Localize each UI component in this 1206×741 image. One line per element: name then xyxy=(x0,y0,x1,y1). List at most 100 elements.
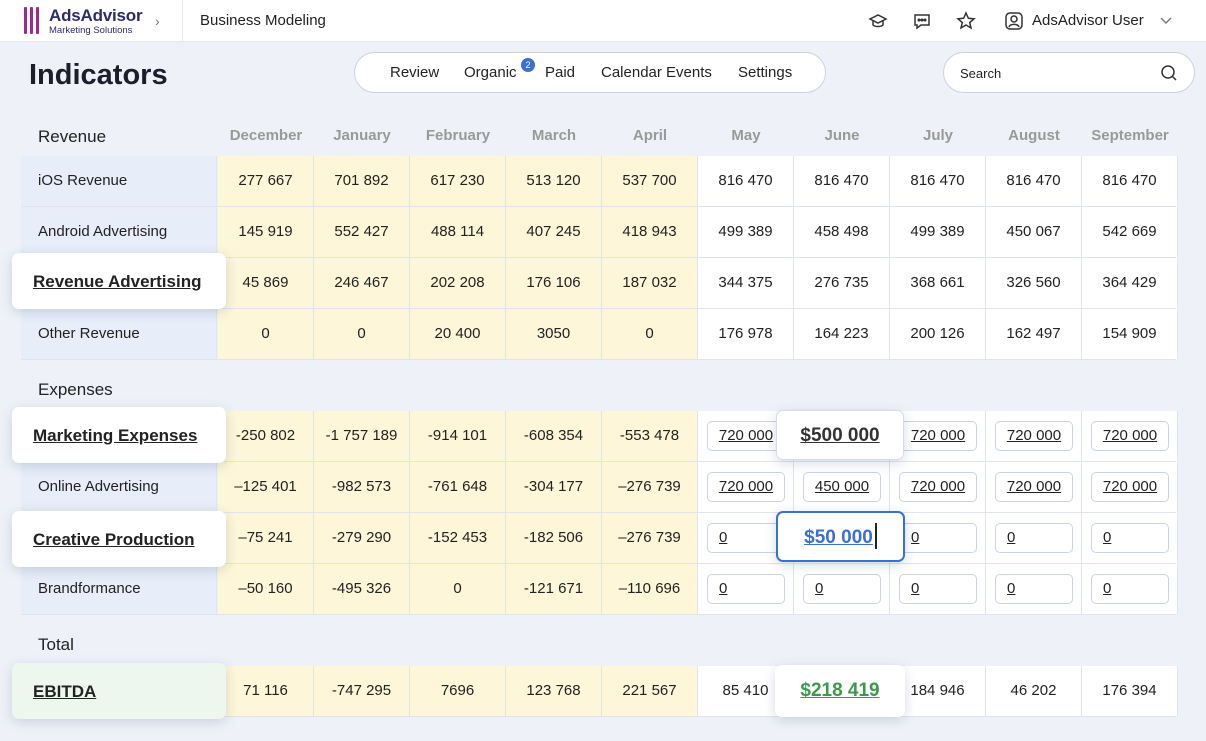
value-input[interactable]: 450 000 xyxy=(803,472,881,502)
value-input[interactable]: 0 xyxy=(899,574,977,604)
value-input[interactable]: 0 xyxy=(899,523,977,553)
cell-value: 0 xyxy=(357,325,366,342)
row-label: Online Advertising xyxy=(38,478,159,495)
cell-value: -747 295 xyxy=(331,682,392,699)
row-label-cell: Other Revenue xyxy=(21,309,217,359)
cell-value: 617 230 xyxy=(430,172,485,189)
chevron-down-icon[interactable] xyxy=(1160,16,1172,26)
cell-value: 816 470 xyxy=(814,172,869,189)
text-cursor xyxy=(874,523,877,549)
table-cell: 46 202 xyxy=(986,666,1082,716)
cell-value: -279 290 xyxy=(331,529,392,546)
tab-organic[interactable]: Organic xyxy=(464,64,517,81)
editing-value-creative-june[interactable]: $50 000 xyxy=(776,511,905,562)
value-input[interactable]: 720 000 xyxy=(1091,472,1169,502)
chat-icon[interactable] xyxy=(912,11,932,31)
column-header: April xyxy=(632,127,668,144)
cell-value: –110 696 xyxy=(618,580,681,597)
row-label: Brandformance xyxy=(38,580,141,597)
search-icon[interactable] xyxy=(1160,64,1178,82)
tab-review[interactable]: Review xyxy=(390,64,440,81)
table-cell: 162 497 xyxy=(986,309,1082,359)
row-label-cell: Android Advertising xyxy=(21,207,217,257)
value-input[interactable]: 720 000 xyxy=(899,472,977,502)
table-cell: -914 101 xyxy=(410,411,506,461)
value-input[interactable]: 720 000 xyxy=(995,421,1073,451)
value-input[interactable]: 720 000 xyxy=(707,472,785,502)
tab-settings[interactable]: Settings xyxy=(738,64,793,81)
search-input[interactable] xyxy=(960,63,1150,83)
value-input[interactable]: 720 000 xyxy=(1091,421,1169,451)
table-cell: 145 919 xyxy=(218,207,314,257)
table-cell: 816 470 xyxy=(698,156,794,206)
column-header: December xyxy=(229,127,303,144)
table-cell: 154 909 xyxy=(1082,309,1178,359)
table-cell: –50 160 xyxy=(218,564,314,614)
table-cell: 364 429 xyxy=(1082,258,1178,308)
cell-value: 162 497 xyxy=(1006,325,1061,342)
cell-value: -608 354 xyxy=(523,427,584,444)
breadcrumb[interactable]: Business Modeling xyxy=(200,12,326,29)
table-row: Online Advertising –125 401 -982 573 -761 6… xyxy=(21,462,1178,513)
value-input[interactable]: 0 xyxy=(995,523,1073,553)
value-input[interactable]: 0 xyxy=(1091,523,1169,553)
table-cell: –110 696 xyxy=(602,564,698,614)
highlight-card-ebitda[interactable]: EBITDA xyxy=(12,663,226,719)
cell-value: -152 453 xyxy=(427,529,488,546)
table-cell: -553 478 xyxy=(602,411,698,461)
logo-name: AdsAdvisor xyxy=(49,6,143,25)
graduation-cap-icon[interactable] xyxy=(868,11,888,31)
table-cell: 407 245 xyxy=(506,207,602,257)
highlight-value-ebitda-june[interactable]: $218 419 xyxy=(775,665,905,717)
table-cell: 720 000 xyxy=(1082,462,1178,512)
cell-value: 701 892 xyxy=(334,172,389,189)
cell-value: 552 427 xyxy=(334,223,389,240)
cell-value: 0 xyxy=(453,580,462,597)
table-cell: 720 000 xyxy=(986,462,1082,512)
cell-value: 344 375 xyxy=(718,274,773,291)
cell-value: -914 101 xyxy=(427,427,488,444)
cell-value: -495 326 xyxy=(331,580,392,597)
table-cell: 164 223 xyxy=(794,309,890,359)
row-label-cell: iOS Revenue xyxy=(21,156,217,206)
column-header: March xyxy=(531,127,577,144)
app-logo[interactable]: AdsAdvisor Marketing Solutions xyxy=(22,6,182,37)
value-input[interactable]: 720 000 xyxy=(899,421,977,451)
cell-value: 816 470 xyxy=(910,172,965,189)
table-cell: –125 401 xyxy=(218,462,314,512)
editing-value-text: $50 000 xyxy=(804,527,873,548)
table-cell: 720 000 xyxy=(890,411,986,461)
tab-paid[interactable]: Paid xyxy=(545,64,576,81)
table-cell: 368 661 xyxy=(890,258,986,308)
table-cell: 45 869 xyxy=(218,258,314,308)
cell-value: 7696 xyxy=(440,682,475,699)
table-cell: 221 567 xyxy=(602,666,698,716)
highlight-value-marketing-june[interactable]: $500 000 xyxy=(776,410,904,460)
chevron-right-icon[interactable]: › xyxy=(155,13,160,29)
column-header: September xyxy=(1091,127,1169,144)
value-input[interactable]: 0 xyxy=(995,574,1073,604)
value-input[interactable]: 720 000 xyxy=(707,421,785,451)
highlight-card-revenue-advertising[interactable]: Revenue Advertising xyxy=(12,253,226,309)
tab-calendar-events[interactable]: Calendar Events xyxy=(601,64,712,81)
value-input[interactable]: 0 xyxy=(707,523,785,553)
highlight-card-creative-production[interactable]: Creative Production xyxy=(12,511,226,567)
star-icon[interactable] xyxy=(956,11,976,31)
value-input[interactable]: 0 xyxy=(803,574,881,604)
cell-value: 20 400 xyxy=(434,325,481,342)
value-input[interactable]: 0 xyxy=(707,574,785,604)
table-cell: 0 xyxy=(986,513,1082,563)
table-cell: 720 000 xyxy=(890,462,986,512)
value-input[interactable]: 0 xyxy=(1091,574,1169,604)
row-label-cell: Online Advertising xyxy=(21,462,217,512)
column-header: June xyxy=(824,127,860,144)
cell-value: –276 739 xyxy=(618,478,681,495)
highlight-card-marketing-expenses[interactable]: Marketing Expenses xyxy=(12,407,226,463)
table-cell: 450 000 xyxy=(794,462,890,512)
table-cell: 7696 xyxy=(410,666,506,716)
value-input[interactable]: 720 000 xyxy=(995,472,1073,502)
cell-value: 537 700 xyxy=(622,172,677,189)
cell-value: 200 126 xyxy=(910,325,965,342)
table-cell: 0 xyxy=(794,564,890,614)
cell-value: 221 567 xyxy=(622,682,677,699)
